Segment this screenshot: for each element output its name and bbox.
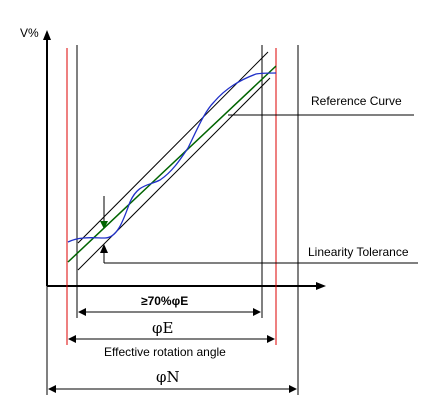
- reference-line: [67, 65, 277, 263]
- reference-curve-label: Reference Curve: [311, 94, 402, 108]
- tolerance-lower-line: [77, 77, 271, 271]
- measured-curve: [67, 72, 277, 243]
- y-axis-label: V%: [20, 26, 39, 40]
- linearity-leader-arrowhead: [100, 244, 108, 253]
- tolerance-arrow-head: [100, 221, 108, 229]
- dim-phiE-label: φE: [152, 319, 173, 337]
- effective-angle-label: Effective rotation angle: [104, 345, 226, 359]
- tolerance-upper-line: [77, 51, 269, 244]
- x-axis-arrowhead: [316, 282, 326, 290]
- linearity-tolerance-label: Linearity Tolerance: [308, 245, 409, 259]
- dim-phiN-label: φN: [156, 368, 180, 386]
- dim-70-label: ≥70%φE: [141, 294, 188, 308]
- y-axis-arrowhead: [43, 30, 51, 40]
